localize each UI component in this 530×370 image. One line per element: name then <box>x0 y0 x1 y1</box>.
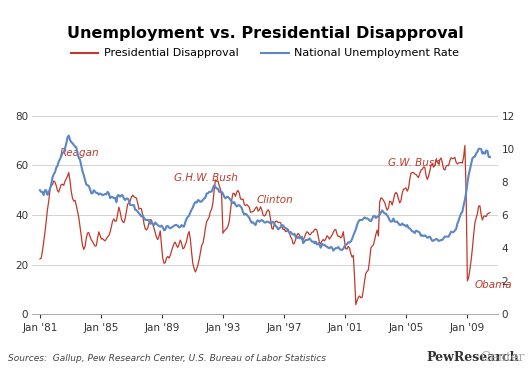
Text: G.H.W. Bush: G.H.W. Bush <box>174 173 238 183</box>
Text: G.W. Bush: G.W. Bush <box>388 158 440 168</box>
Text: Obama: Obama <box>475 280 513 290</box>
Text: Sources:  Gallup, Pew Research Center, U.S. Bureau of Labor Statistics: Sources: Gallup, Pew Research Center, U.… <box>8 354 326 363</box>
Text: Center: Center <box>478 352 525 364</box>
Text: Clinton: Clinton <box>257 195 293 205</box>
Text: PewResearch: PewResearch <box>427 352 519 364</box>
Legend: Presidential Disapproval, National Unemployment Rate: Presidential Disapproval, National Unemp… <box>66 44 464 63</box>
Title: Unemployment vs. Presidential Disapproval: Unemployment vs. Presidential Disapprova… <box>67 26 463 41</box>
Text: Reagan: Reagan <box>60 148 100 158</box>
